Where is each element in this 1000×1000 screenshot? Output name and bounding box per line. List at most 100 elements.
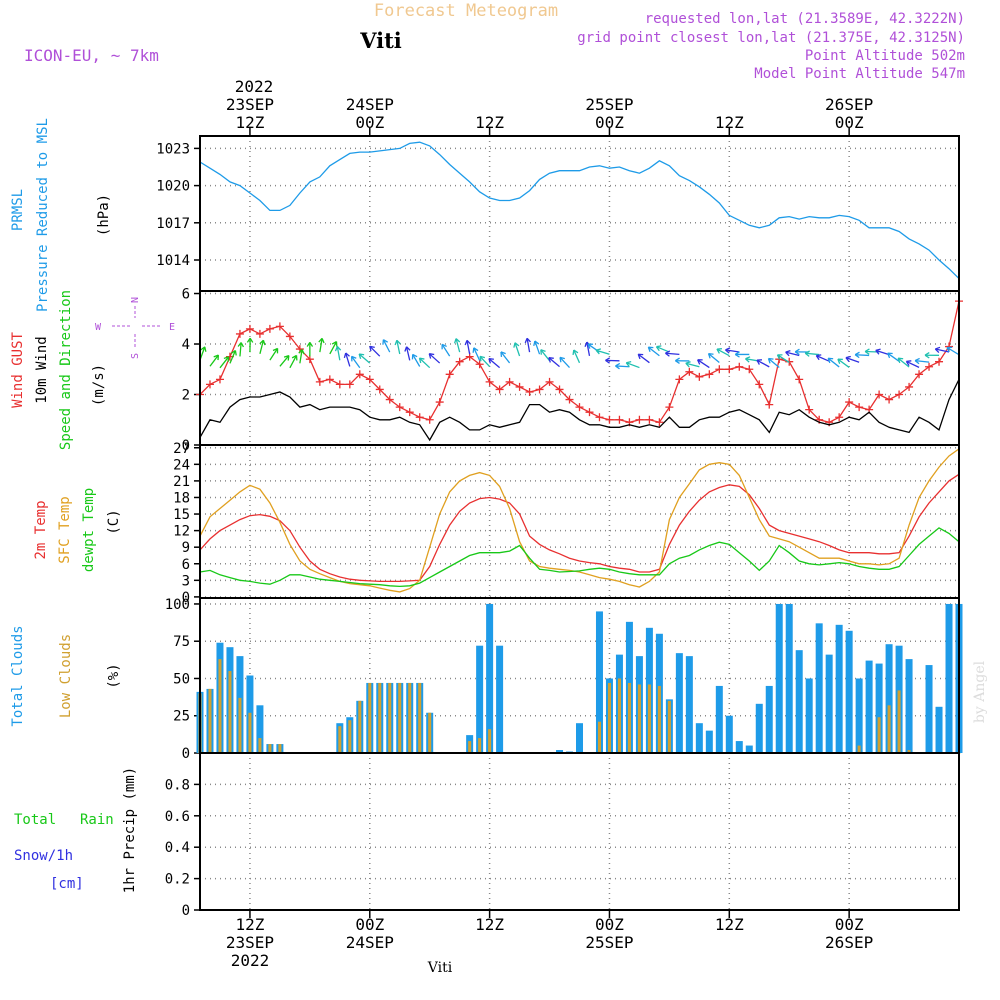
total-cloud-bar <box>805 678 813 753</box>
gust-marker <box>585 408 594 417</box>
total-cloud-bar <box>576 723 583 753</box>
wind-arrow <box>329 341 338 355</box>
low-cloud-bar <box>388 682 392 753</box>
bottom-hour-label: 00Z <box>835 915 864 934</box>
wind-arrow <box>708 353 720 364</box>
ytick-label: 100 <box>165 597 190 613</box>
wind-arrow-head <box>394 339 401 346</box>
temp-sfc-label: SFC Temp <box>57 496 73 563</box>
wind-arrow <box>473 347 481 361</box>
wind-arrow-head <box>655 345 662 352</box>
ytick-label: 25 <box>173 709 190 725</box>
ytick-label: 50 <box>173 671 190 687</box>
pressure-ylabels: PRMSL Pressure Reduced to MSL (hPa) <box>10 118 112 312</box>
pressure-msl-label: Pressure Reduced to MSL <box>35 118 51 312</box>
low-cloud-bar <box>398 682 402 753</box>
wind-arrow <box>269 348 279 361</box>
closest-coords: grid point closest lon,lat (21.375E, 42.… <box>577 30 965 46</box>
series-10m-wind <box>199 379 960 442</box>
total-cloud-bar <box>486 603 494 753</box>
compass-n: N <box>130 297 141 303</box>
gust-marker <box>275 322 284 331</box>
top-hour-label: 12Z <box>715 113 744 132</box>
wind-arrow <box>382 339 391 353</box>
wind-arrow <box>756 359 770 368</box>
gust-marker <box>805 405 814 414</box>
wind-arrow-head <box>200 346 207 352</box>
ytick-label: 21 <box>173 474 190 490</box>
wind-arrow <box>855 354 870 357</box>
panel-frame <box>199 752 960 911</box>
total-cloud-bar <box>795 650 803 753</box>
wind-arrow <box>319 338 323 353</box>
gust-marker <box>495 385 504 394</box>
wind-arrow-head <box>745 356 751 363</box>
wind-10m-label: 10m Wind <box>34 336 50 403</box>
wind-arrow-head <box>237 342 245 348</box>
bottom-date-label: 25SEP <box>585 933 633 952</box>
wind-arrow <box>906 360 920 368</box>
gust-marker <box>535 385 544 394</box>
total-cloud-bar <box>715 685 723 753</box>
wind-arrow-head <box>404 346 411 352</box>
wind-arrow <box>837 358 850 368</box>
ytick-label: 1017 <box>156 216 190 232</box>
wind-arrow <box>559 356 570 369</box>
ytick-label: 1023 <box>156 141 190 157</box>
wind-arrow-head <box>572 349 579 356</box>
ytick-label: 9 <box>182 540 190 556</box>
low-cloud-bar <box>268 744 272 753</box>
low-cloud-bar <box>597 721 601 753</box>
low-cloud-bar <box>657 685 661 753</box>
total-cloud-bar <box>775 603 783 753</box>
total-clouds-label: Total Clouds <box>10 625 26 726</box>
wind-arrow <box>358 353 371 364</box>
model-name: ICON-EU, ~ 7km <box>24 46 159 65</box>
wind-arrow <box>514 342 521 357</box>
wind-arrow <box>488 358 501 369</box>
low-cloud-bar <box>238 697 242 753</box>
wind-arrow <box>299 349 303 364</box>
prmsl-label: PRMSL <box>10 189 26 231</box>
low-cloud-bar <box>358 700 362 753</box>
wind-arrow-head <box>540 349 546 355</box>
wind-arrow-head <box>513 342 520 348</box>
low-cloud-bar <box>478 738 482 753</box>
wind-arrow-head <box>230 349 237 356</box>
wind-arrow-head <box>464 339 471 346</box>
total-cloud-bar <box>845 630 853 753</box>
top-hour-label: 12Z <box>475 113 504 132</box>
low-cloud-bar <box>368 682 372 753</box>
legend-total: Total <box>14 812 56 828</box>
total-cloud-bar <box>476 645 484 753</box>
gust-marker <box>315 377 324 386</box>
wind-arrow-head <box>428 353 435 359</box>
bottom-hour-label: 12Z <box>235 915 264 934</box>
gust-marker <box>335 380 344 389</box>
ytick-label: 0 <box>182 903 190 919</box>
bottom-date-label: 24SEP <box>346 933 394 952</box>
wind-arrow <box>466 340 471 355</box>
wind-arrow-head <box>223 356 230 362</box>
wind-arrow-head <box>318 337 325 344</box>
low-cloud-bar <box>208 688 212 753</box>
ytick-label: 15 <box>173 507 190 523</box>
wind-arrow-head <box>605 357 611 364</box>
ytick-label: 6 <box>182 287 190 303</box>
legend-snow: Snow/1h <box>14 848 73 864</box>
wind-arrow-head <box>785 349 791 357</box>
gust-marker <box>605 415 614 424</box>
wind-arrow-head <box>291 354 298 361</box>
celsius-label: (C) <box>106 509 122 534</box>
top-date-label: 26SEP <box>825 95 873 114</box>
wind-arrow <box>279 355 290 367</box>
wind-arrow <box>441 343 451 357</box>
low-cloud-bar <box>348 720 352 753</box>
bottom-hour-label: 12Z <box>715 915 744 934</box>
wind-arrow-head <box>637 353 644 360</box>
gust-marker <box>525 387 534 396</box>
total-cloud-bar <box>905 659 913 753</box>
wind-arrow-head <box>559 356 565 363</box>
wind-arrow-head <box>524 337 531 344</box>
